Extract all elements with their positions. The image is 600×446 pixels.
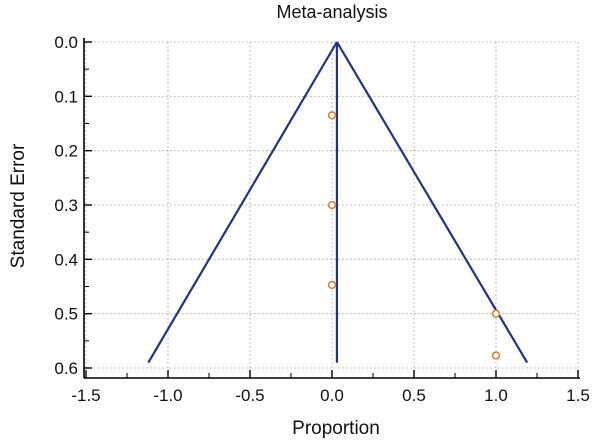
y-tick-label-2: 0.2 xyxy=(54,142,78,161)
y-tick-label-3: 0.3 xyxy=(54,196,78,215)
data-point-0 xyxy=(327,111,337,120)
data-points xyxy=(327,111,501,360)
x-tick-label-2: -0.5 xyxy=(235,386,264,405)
y-tick-label-5: 0.5 xyxy=(54,305,78,324)
y-tick-label-1: 0.1 xyxy=(54,87,78,106)
x-tick-label-6: 1.5 xyxy=(566,386,590,405)
funnel-left-line xyxy=(147,41,338,364)
y-tick-label-0: 0.0 xyxy=(54,33,78,52)
data-point-2 xyxy=(327,280,337,290)
x-tick-label-3: 0.0 xyxy=(320,386,344,405)
axes: -1.5 -1.0 -0.5 0.0 0.5 1.0 1.5 0.0 0.1 0.2 0.3 0.4 0… xyxy=(54,33,589,405)
y-axis-label: Standard Error xyxy=(8,143,29,268)
x-tick-label-1: -1.0 xyxy=(153,386,182,405)
y-tick-label-4: 0.4 xyxy=(54,250,78,269)
y-tick-label-6: 0.6 xyxy=(54,359,78,378)
x-tick-label-4: 0.5 xyxy=(402,386,426,405)
chart-title: Meta-analysis xyxy=(276,2,387,22)
funnel-lines xyxy=(147,41,529,364)
funnel-right-line xyxy=(335,41,529,364)
data-point-1 xyxy=(327,200,337,210)
x-axis-label: Proportion xyxy=(292,418,380,439)
x-tick-label-5: 1.0 xyxy=(484,386,508,405)
data-point-4 xyxy=(491,351,501,360)
x-tick-label-0: -1.5 xyxy=(71,386,100,405)
data-point-3 xyxy=(491,309,501,318)
